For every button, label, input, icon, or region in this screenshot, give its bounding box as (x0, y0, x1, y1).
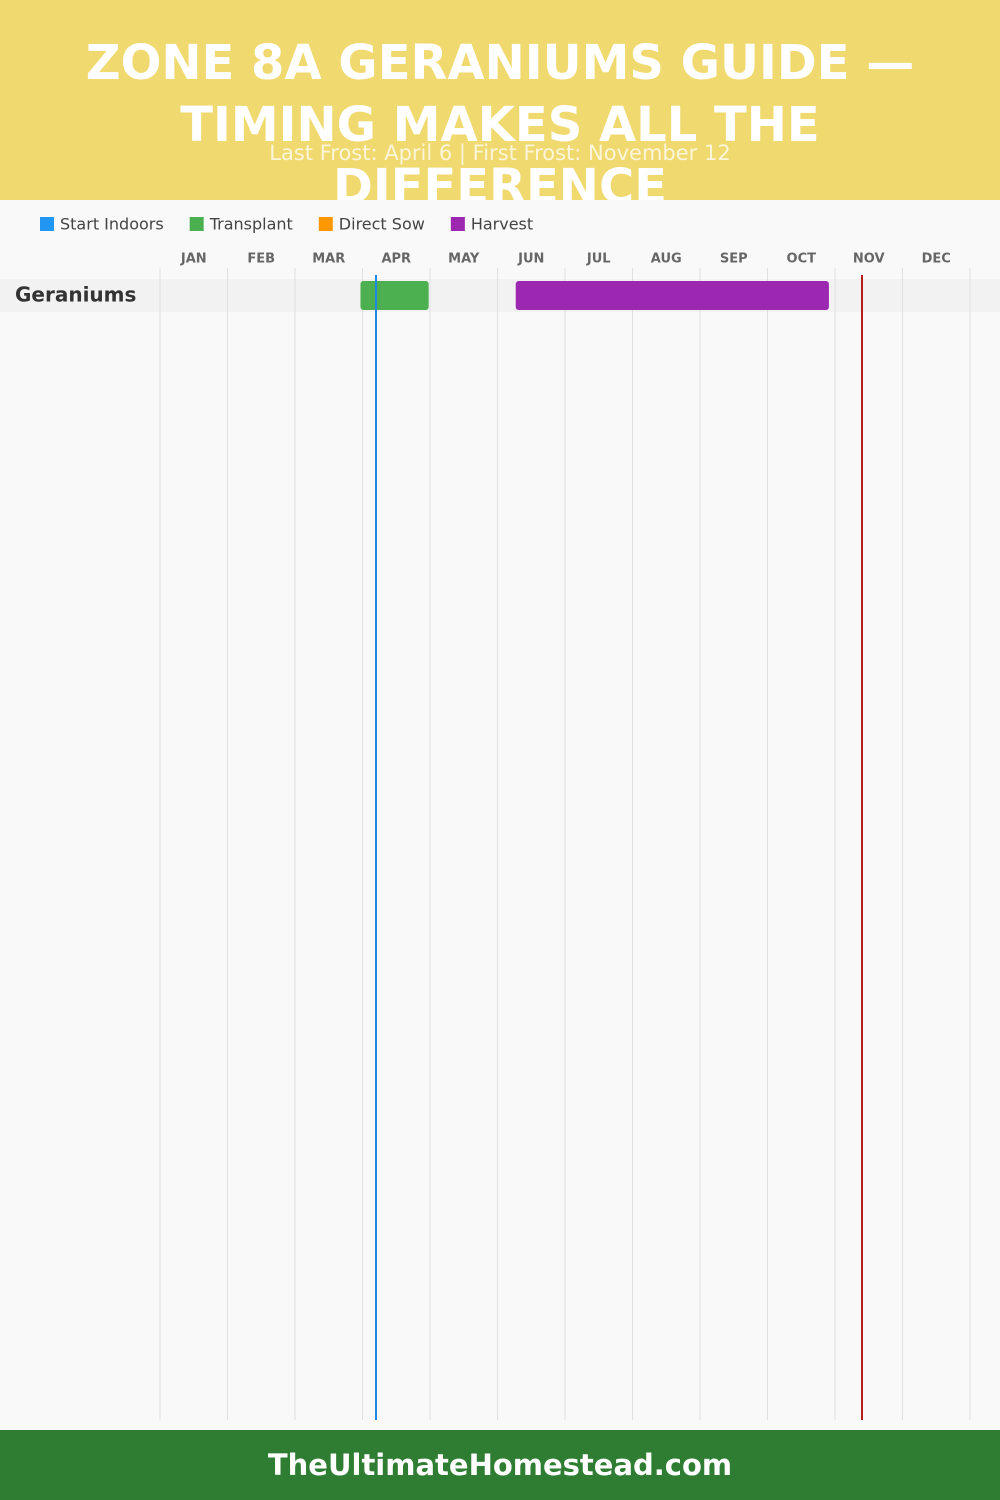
x-tick-label: MAR (312, 252, 345, 267)
x-tick-label: NOV (853, 252, 885, 267)
legend-label: Harvest (471, 215, 533, 234)
x-tick-label: DEC (922, 252, 951, 267)
x-tick-label: AUG (651, 252, 682, 267)
legend-label: Direct Sow (339, 215, 425, 234)
header: ZONE 8A GERANIUMS GUIDE — TIMING MAKES A… (0, 0, 1000, 200)
task-bar (515, 281, 829, 310)
footer: TheUltimateHomestead.com (0, 1430, 1000, 1500)
x-tick-label: JAN (180, 252, 207, 267)
x-tick-label: MAY (448, 252, 480, 267)
legend-label: Start Indoors (60, 215, 164, 234)
chart-subtitle: Last Frost: April 6 | First Frost: Novem… (269, 141, 731, 165)
legend-label: Transplant (209, 215, 293, 234)
row-band (0, 279, 1000, 312)
row-label: Geraniums (15, 283, 136, 307)
x-tick-label: APR (381, 252, 411, 267)
legend-swatch (189, 217, 204, 231)
task-bar (360, 281, 429, 310)
legend-swatch (318, 217, 333, 231)
x-tick-label: JUL (586, 252, 611, 267)
legend-swatch (450, 217, 465, 231)
x-tick-label: OCT (787, 252, 817, 267)
x-tick-label: JUN (517, 252, 544, 267)
chart: Start Indoors Transplant Direct Sow Harvest… (0, 215, 1000, 1420)
chart-title: ZONE 8A GERANIUMS GUIDE — TIMING MAKES A… (85, 35, 915, 200)
x-tick-label: SEP (720, 252, 748, 267)
x-tick-label: FEB (247, 252, 275, 267)
legend-swatch (40, 217, 54, 231)
